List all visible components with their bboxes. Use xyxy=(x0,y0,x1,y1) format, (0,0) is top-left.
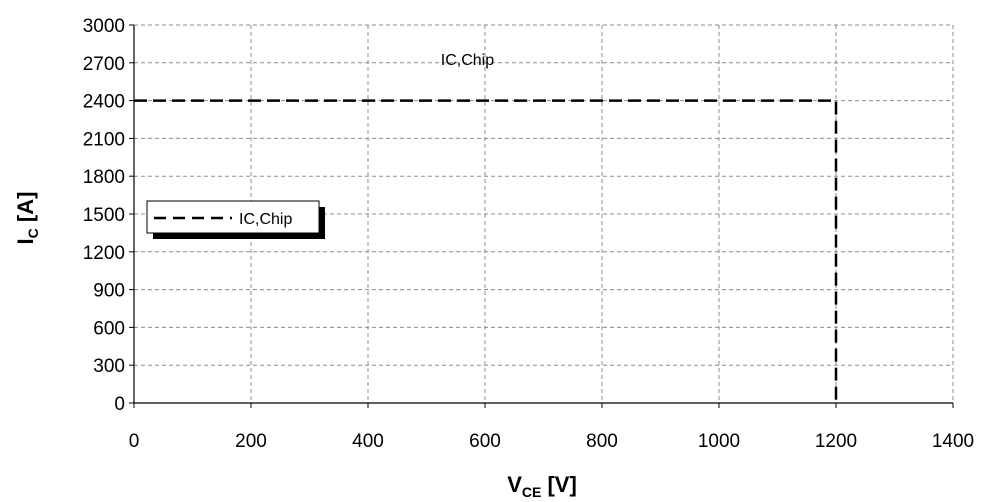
x-tick-label: 200 xyxy=(235,431,267,452)
x-tick-label: 400 xyxy=(352,431,384,452)
x-axis-title-sub: CE xyxy=(522,484,541,500)
svg-text:VCE [V]: VCE [V] xyxy=(507,472,577,500)
x-tick-label: 0 xyxy=(129,431,140,452)
y-tick-label: 2400 xyxy=(83,92,125,113)
y-tick-label: 1200 xyxy=(83,243,125,264)
x-tick-label: 800 xyxy=(586,431,618,452)
y-tick-label: 600 xyxy=(93,318,125,339)
x-tick-label: 1000 xyxy=(698,431,740,452)
axes xyxy=(129,24,954,408)
y-axis-title: IC [A] xyxy=(13,192,41,245)
series-line-0 xyxy=(134,99,838,403)
series xyxy=(134,99,838,403)
y-tick-label: 900 xyxy=(93,281,125,302)
svg-text:IC [A]: IC [A] xyxy=(13,192,41,245)
y-tick-label: 3000 xyxy=(83,16,125,37)
annotations: IC,Chip xyxy=(441,52,494,69)
y-axis-title-unit: [A] xyxy=(13,192,38,229)
y-tick-label: 1800 xyxy=(83,167,125,188)
y-tick-label: 2100 xyxy=(83,129,125,150)
y-tick-labels: 0 300 600 900 1200 1500 1800 2100 2400 2700 3000 xyxy=(83,16,125,415)
y-axis-title-sub: C xyxy=(25,228,41,238)
y-axis-title-main: I xyxy=(13,238,38,244)
x-tick-label: 600 xyxy=(469,431,501,452)
legend-label-ic-chip: IC,Chip xyxy=(239,211,292,228)
x-tick-label: 1200 xyxy=(815,431,857,452)
x-axis-title-main: V xyxy=(507,472,522,497)
legend-box xyxy=(146,200,320,234)
annotation-label: IC,Chip xyxy=(441,52,494,69)
y-tick-label: 1500 xyxy=(83,205,125,226)
y-tick-label: 0 xyxy=(114,394,125,415)
x-axis-title: VCE [V] xyxy=(507,472,577,500)
x-tick-labels: 0 200 400 600 800 1000 1200 1400 xyxy=(129,431,974,452)
y-tick-label: 300 xyxy=(93,356,125,377)
y-tick-label: 2700 xyxy=(83,54,125,75)
x-axis-title-unit: [V] xyxy=(541,472,576,497)
x-tick-label: 1400 xyxy=(932,431,974,452)
legend: IC,Chip xyxy=(146,200,325,239)
